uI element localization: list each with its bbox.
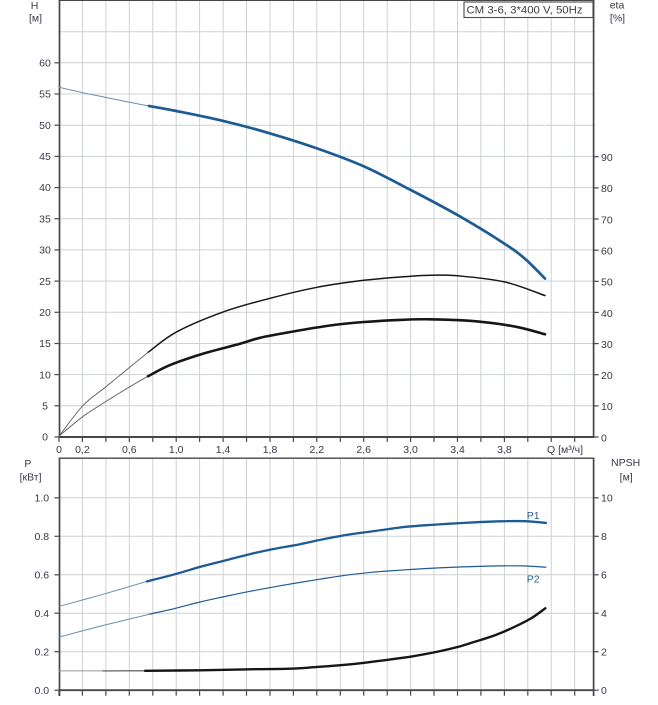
svg-text:8: 8 [601, 531, 607, 543]
svg-text:60: 60 [39, 58, 51, 70]
svg-text:P: P [24, 458, 31, 470]
svg-text:2,2: 2,2 [309, 444, 324, 456]
svg-text:0: 0 [601, 685, 607, 697]
svg-text:45: 45 [39, 151, 51, 163]
svg-text:4: 4 [601, 608, 607, 620]
svg-text:Q [м³/ч]: Q [м³/ч] [547, 444, 583, 456]
svg-text:3,4: 3,4 [450, 444, 465, 456]
svg-text:6: 6 [601, 569, 607, 581]
svg-text:30: 30 [601, 339, 613, 351]
svg-text:[м]: [м] [29, 13, 42, 25]
svg-text:10: 10 [601, 493, 613, 505]
svg-text:10: 10 [601, 401, 613, 413]
svg-text:0,2: 0,2 [75, 444, 90, 456]
svg-text:0.6: 0.6 [34, 569, 49, 581]
svg-text:H: H [31, 0, 39, 12]
svg-text:0.0: 0.0 [34, 685, 49, 697]
svg-text:2: 2 [601, 646, 607, 658]
svg-text:90: 90 [601, 152, 613, 164]
svg-text:20: 20 [39, 307, 51, 319]
svg-text:30: 30 [39, 245, 51, 257]
svg-text:40: 40 [39, 182, 51, 194]
svg-text:0: 0 [56, 444, 62, 456]
svg-text:0.8: 0.8 [34, 531, 49, 543]
svg-text:20: 20 [601, 370, 613, 382]
svg-text:P2: P2 [527, 573, 540, 585]
svg-text:NPSH: NPSH [611, 457, 640, 469]
svg-text:0,6: 0,6 [122, 444, 137, 456]
svg-text:[м]: [м] [620, 472, 633, 484]
svg-text:55: 55 [39, 89, 51, 101]
svg-text:5: 5 [42, 401, 48, 413]
svg-text:80: 80 [601, 183, 613, 195]
svg-text:50: 50 [39, 120, 51, 132]
svg-text:CM 3-6, 3*400 V, 50Hz: CM 3-6, 3*400 V, 50Hz [466, 4, 582, 16]
svg-text:[кВт]: [кВт] [20, 471, 42, 483]
svg-text:40: 40 [601, 308, 613, 320]
svg-text:0.4: 0.4 [34, 608, 49, 620]
svg-text:1,8: 1,8 [263, 444, 278, 456]
svg-text:70: 70 [601, 214, 613, 226]
svg-text:35: 35 [39, 213, 51, 225]
svg-text:1.0: 1.0 [34, 493, 49, 505]
svg-text:25: 25 [39, 276, 51, 288]
svg-text:50: 50 [601, 277, 613, 289]
svg-text:3,0: 3,0 [403, 444, 418, 456]
svg-text:15: 15 [39, 338, 51, 350]
svg-text:10: 10 [39, 369, 51, 381]
svg-text:0: 0 [42, 432, 48, 444]
svg-text:[%]: [%] [610, 12, 625, 24]
svg-text:0.2: 0.2 [34, 646, 49, 658]
svg-text:1,4: 1,4 [216, 444, 231, 456]
svg-text:1,0: 1,0 [169, 444, 184, 456]
svg-text:0: 0 [601, 432, 607, 444]
svg-text:P1: P1 [527, 510, 540, 522]
svg-text:60: 60 [601, 246, 613, 258]
svg-text:eta: eta [610, 0, 625, 12]
svg-text:2,6: 2,6 [356, 444, 371, 456]
svg-text:3,8: 3,8 [497, 444, 512, 456]
